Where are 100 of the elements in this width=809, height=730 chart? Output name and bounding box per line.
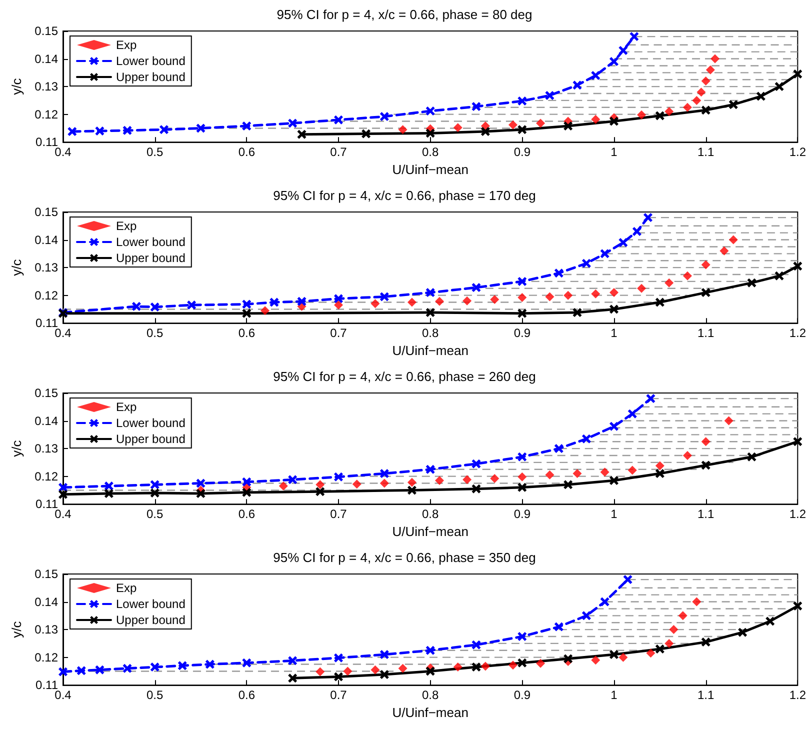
point (564, 290, 573, 300)
point (646, 648, 656, 658)
point (187, 300, 196, 310)
point (518, 293, 527, 302)
point (490, 294, 500, 304)
point (242, 308, 252, 318)
point (95, 126, 104, 136)
y-tick-label: 0.12 (34, 650, 58, 664)
point (334, 653, 343, 662)
x-tick-label: 0.9 (514, 507, 531, 522)
x-tick-label: 0.4 (54, 326, 72, 340)
point (297, 296, 306, 306)
point (706, 65, 715, 74)
chart-title: 95% CI for p = 4, x/c = 0.66, phase = 80 deg (276, 7, 532, 22)
point (701, 460, 710, 470)
point (380, 650, 389, 660)
point (701, 288, 710, 298)
point (472, 484, 481, 494)
point (508, 660, 518, 670)
legend-label: Upper bound (116, 432, 186, 446)
x-tick-label: 1.2 (789, 145, 806, 160)
point (600, 597, 610, 606)
point (710, 54, 720, 64)
point (472, 640, 481, 650)
point (122, 664, 132, 673)
point (701, 76, 710, 86)
x-tick-label: 1.1 (697, 145, 714, 160)
point (582, 611, 591, 620)
y-axis-title: y/c (9, 78, 24, 95)
point (518, 452, 527, 462)
point (68, 127, 77, 136)
point (572, 80, 582, 90)
point (150, 480, 160, 490)
point (756, 92, 766, 101)
x-tick-label: 1.1 (697, 507, 714, 522)
point (655, 298, 664, 307)
point (288, 674, 298, 683)
point (480, 662, 490, 671)
x-tick-label: 0.9 (514, 326, 531, 340)
point (664, 107, 674, 116)
point (362, 129, 371, 138)
point (316, 487, 325, 496)
point (242, 488, 252, 497)
point (536, 118, 546, 128)
point (728, 100, 738, 110)
point (462, 475, 472, 484)
point (609, 422, 618, 431)
point (58, 490, 68, 499)
y-tick-label: 0.14 (34, 52, 58, 66)
x-tick-label: 1 (610, 145, 618, 160)
point (643, 213, 652, 222)
x-axis-title: U/Uinf−mean (392, 162, 468, 177)
point (380, 292, 389, 302)
point (536, 658, 546, 668)
point (380, 670, 389, 680)
point (701, 638, 710, 647)
y-tick-label: 0.15 (34, 24, 58, 38)
point (132, 302, 141, 311)
point (682, 450, 692, 460)
x-tick-label: 1.1 (697, 326, 714, 340)
legend-label: Upper bound (116, 251, 186, 265)
point (628, 409, 637, 418)
point (518, 482, 527, 492)
point (278, 482, 288, 491)
point (122, 126, 132, 135)
x-tick-label: 0.9 (514, 688, 531, 702)
x-tick-label: 0.7 (330, 145, 348, 160)
point (472, 102, 481, 112)
point (426, 308, 435, 318)
y-tick-label: 0.15 (34, 205, 58, 219)
legend-label: Lower bound (116, 597, 186, 611)
point (591, 656, 600, 665)
x-tick-label: 0.6 (238, 326, 256, 340)
point (95, 665, 104, 674)
x-axis-title: U/Uinf−mean (392, 343, 468, 358)
point (426, 646, 435, 655)
point (545, 292, 554, 302)
point (150, 302, 160, 312)
point (572, 308, 582, 318)
point (609, 57, 618, 66)
point (453, 662, 462, 672)
x-tick-label: 0.9 (514, 145, 531, 160)
point (462, 296, 472, 306)
x-tick-label: 0.6 (238, 507, 256, 522)
point (692, 597, 702, 606)
point (664, 638, 674, 648)
y-tick-label: 0.14 (34, 414, 58, 428)
point (518, 96, 527, 106)
point (518, 276, 527, 286)
point (600, 468, 610, 477)
point (288, 118, 298, 128)
point (270, 298, 279, 307)
x-tick-label: 1.1 (697, 688, 714, 702)
point (747, 278, 756, 288)
point (793, 262, 802, 271)
point (646, 394, 656, 404)
point (518, 632, 527, 641)
y-tick-label: 0.15 (34, 567, 58, 581)
point (655, 111, 664, 120)
x-tick-label: 0.6 (238, 145, 256, 160)
